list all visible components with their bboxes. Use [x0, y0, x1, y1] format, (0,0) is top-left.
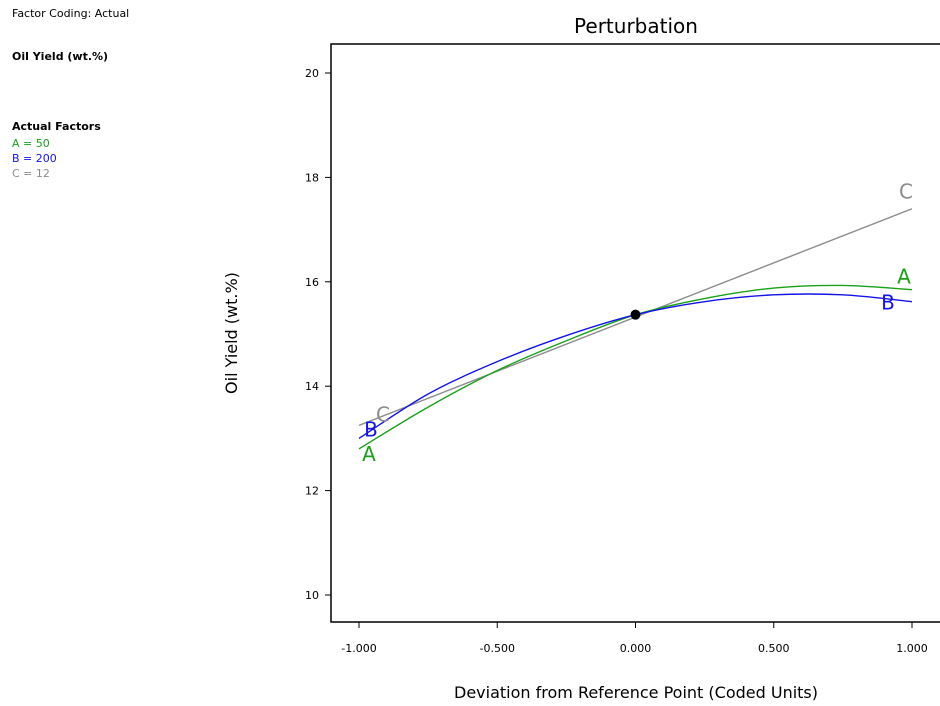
factor-a-value: A = 50 [12, 136, 50, 150]
x-tick-label: -1.000 [341, 642, 376, 655]
series-c-end-label: C [899, 180, 913, 204]
y-axis-title: Oil Yield (wt.%) [222, 272, 241, 394]
actual-factors-title: Actual Factors [12, 120, 101, 133]
factor-b-value: B = 200 [12, 151, 57, 165]
x-tick-label: -0.500 [480, 642, 515, 655]
axis-ticks: -1.000 -0.500 0.000 0.500 1.000 10 12 14 16 18 20 [305, 67, 928, 655]
x-axis-title: Deviation from Reference Point (Coded Un… [454, 683, 818, 702]
plot-frame [330, 43, 940, 623]
series-a-end-label: A [897, 265, 911, 289]
series-b-start-label: B [364, 417, 378, 441]
y-tick-label: 16 [305, 276, 319, 289]
chart-title: Perturbation [574, 14, 698, 38]
actual-factors-panel: Actual Factors A = 50 B = 200 C = 12 [12, 120, 101, 181]
series-c-start-label: C [376, 402, 390, 426]
factor-coding-label: Factor Coding: Actual [12, 7, 130, 20]
series-a-start-label: A [362, 442, 376, 466]
x-tick-label: 0.000 [620, 642, 652, 655]
y-tick-label: 20 [305, 67, 319, 80]
y-tick-label: 18 [305, 171, 319, 184]
response-label: Oil Yield (wt.%) [12, 50, 109, 63]
series-b-end-label: B [881, 291, 895, 315]
y-tick-label: 10 [305, 589, 319, 602]
x-tick-label: 0.500 [758, 642, 790, 655]
reference-point-marker [630, 309, 641, 320]
factor-c-value: C = 12 [12, 166, 50, 180]
x-tick-label: 1.000 [896, 642, 928, 655]
y-tick-label: 14 [305, 380, 319, 393]
y-tick-label: 12 [305, 485, 319, 498]
